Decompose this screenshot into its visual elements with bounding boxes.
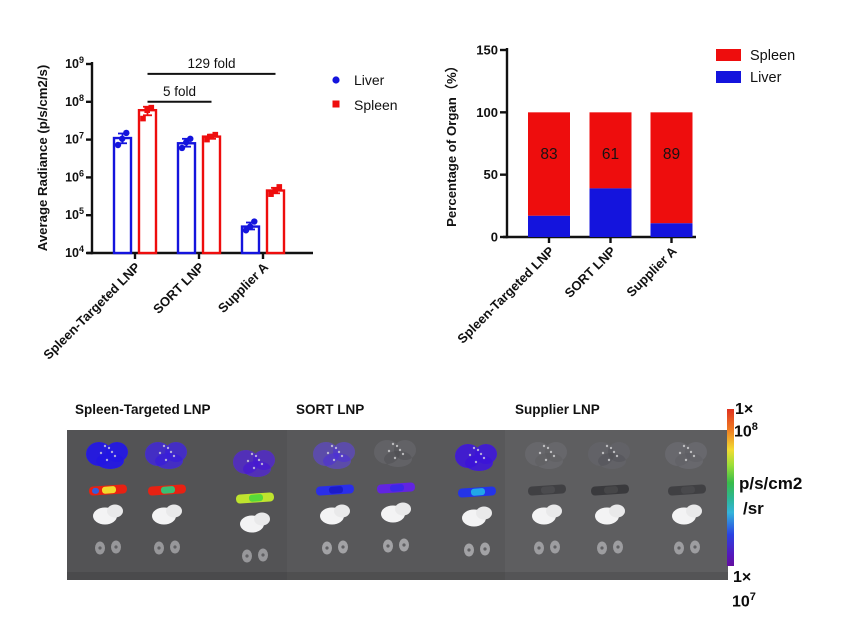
svg-text:61: 61: [602, 146, 619, 163]
spleen-shape: [236, 492, 274, 504]
panel-label-supplier-lnp: Supplier LNP: [515, 402, 600, 417]
left-x-category-label: SORT LNP: [150, 259, 207, 316]
spleen-shape: [377, 482, 415, 494]
stacked-bar-0: 83: [528, 112, 570, 237]
svg-text:150: 150: [476, 43, 498, 58]
colorbar-max-value: 108: [734, 421, 758, 441]
panel-label-spleen-targeted-lnp: Spleen-Targeted LNP: [75, 402, 211, 417]
svg-text:0: 0: [491, 230, 498, 245]
organ-column: [233, 450, 275, 563]
spleen-shape: [316, 484, 354, 496]
legend-spleen-swatch: [716, 49, 741, 61]
organ-column: [145, 442, 187, 555]
legend-liver-swatch: [716, 71, 741, 83]
svg-text:Spleen: Spleen: [354, 97, 398, 113]
annotation-129-fold: 129 fold: [147, 56, 276, 75]
colorbar-unit-line2: /sr: [743, 499, 764, 518]
bar-liver-2: [240, 218, 261, 255]
left-x-category-label: Supplier A: [215, 259, 272, 316]
svg-text:Liver: Liver: [354, 72, 385, 88]
svg-text:129 fold: 129 fold: [187, 56, 235, 71]
right-legend: Spleen Liver: [716, 48, 795, 86]
organ-imaging-panel: [67, 430, 728, 580]
organ-column: [665, 442, 707, 555]
organ-column: [455, 444, 497, 557]
svg-text:83: 83: [540, 146, 557, 163]
stacked-bar-2: 89: [650, 112, 693, 237]
bar-liver-1: [176, 135, 197, 255]
stacked-bar-1: 61: [589, 112, 632, 237]
svg-text:109: 109: [65, 55, 84, 71]
svg-text:Spleen: Spleen: [750, 48, 795, 64]
organ-column: [313, 442, 355, 555]
spleen-shape: [148, 484, 186, 496]
right-x-category-label: Supplier A: [623, 243, 680, 300]
organ-column: [86, 442, 128, 555]
svg-text:104: 104: [65, 244, 84, 260]
right-y-axis-label: Percentage of Organ（%）: [444, 59, 459, 227]
organ-percentage-chart: 0 50 100 150 83 Spleen-Targeted LNP 61 SORT LNP…: [444, 43, 795, 347]
spleen-shape: [458, 486, 496, 498]
spleen-shape: [668, 484, 706, 496]
spleen-shape: [591, 484, 629, 496]
organ-column: [374, 440, 416, 553]
annotation-5-fold: 5 fold: [147, 84, 212, 103]
left-y-axis-label: Average Radiance (p/s/cm2/s): [35, 65, 50, 251]
organ-column: [525, 442, 567, 555]
bar-spleen-2: [265, 184, 286, 255]
svg-text:50: 50: [484, 167, 498, 182]
colorbar-min-prefix: 1×: [733, 569, 752, 586]
svg-text:106: 106: [65, 168, 84, 184]
legend-spleen-marker: [332, 100, 340, 108]
svg-text:89: 89: [663, 146, 680, 163]
left-legend: Liver Spleen: [332, 72, 398, 113]
svg-text:5 fold: 5 fold: [163, 84, 196, 99]
spleen-shape: [89, 484, 127, 496]
colorbar-unit-line1: p/s/cm2: [739, 474, 803, 493]
legend-liver-marker: [332, 76, 340, 84]
bar-spleen-0: [137, 104, 158, 255]
bar-spleen-1: [201, 131, 222, 255]
svg-text:108: 108: [65, 93, 84, 109]
colorbar-max-prefix: 1×: [735, 401, 754, 418]
bar-liver-0: [112, 129, 133, 255]
svg-text:107: 107: [65, 131, 84, 147]
svg-text:100: 100: [476, 105, 498, 120]
radiance-bar-chart: 104 105 106 107 108 109 129 fold 5 fold Liver Spl…: [35, 55, 398, 362]
panel-label-sort-lnp: SORT LNP: [296, 402, 365, 417]
spleen-shape: [528, 484, 566, 496]
right-x-category-label: Spleen-Targeted LNP: [454, 243, 557, 346]
svg-text:Liver: Liver: [750, 70, 782, 86]
right-x-category-label: SORT LNP: [562, 243, 619, 300]
colorbar-min-value: 107: [732, 591, 756, 611]
left-x-category-label: Spleen-Targeted LNP: [40, 259, 143, 362]
radiance-colorbar: [727, 409, 734, 566]
organ-column: [588, 442, 630, 555]
svg-text:105: 105: [65, 206, 84, 222]
